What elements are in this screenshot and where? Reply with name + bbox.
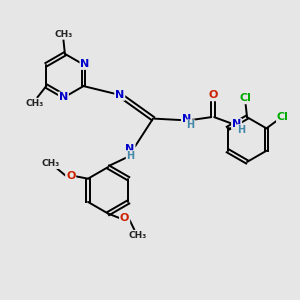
- Text: CH₃: CH₃: [54, 30, 73, 39]
- Text: N: N: [115, 90, 124, 100]
- Text: H: H: [237, 125, 245, 135]
- Text: Cl: Cl: [240, 93, 251, 103]
- Text: H: H: [127, 151, 135, 161]
- Text: CH₃: CH₃: [128, 231, 147, 240]
- Text: N: N: [59, 92, 68, 102]
- Text: N: N: [80, 59, 90, 69]
- Text: Cl: Cl: [277, 112, 289, 122]
- Text: N: N: [182, 114, 191, 124]
- Text: O: O: [120, 213, 129, 223]
- Text: H: H: [186, 120, 194, 130]
- Text: O: O: [66, 171, 75, 181]
- Text: CH₃: CH₃: [25, 99, 44, 108]
- Text: O: O: [208, 90, 218, 100]
- Text: N: N: [232, 119, 241, 129]
- Text: N: N: [125, 143, 135, 154]
- Text: CH₃: CH₃: [42, 159, 60, 168]
